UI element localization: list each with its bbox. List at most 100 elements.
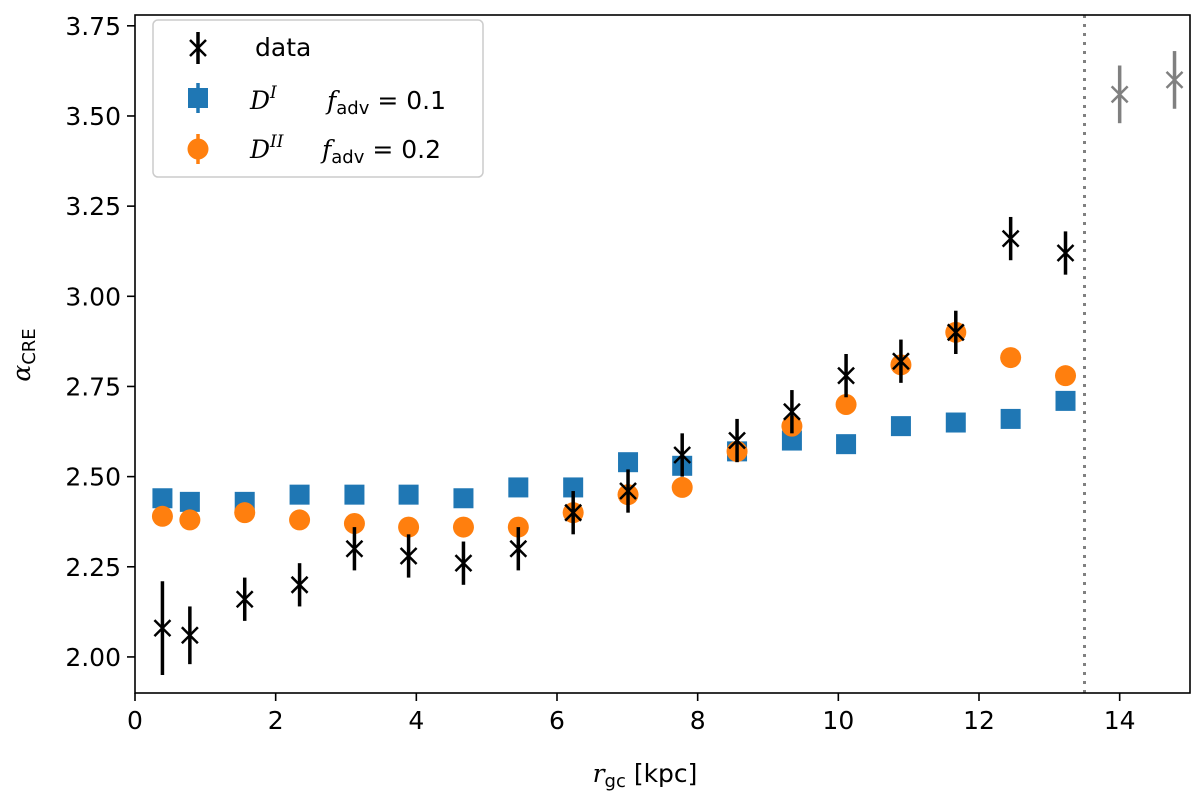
data-point-square (890, 416, 911, 437)
x-marker-stroke (1056, 244, 1075, 262)
y-tick-label: 3.25 (65, 192, 121, 221)
legend-entry-dii: DII fadv = 0.2 (187, 132, 441, 168)
x-marker-stroke (728, 431, 746, 450)
data-point-circle (289, 509, 311, 531)
data-point-x (837, 354, 855, 398)
x-marker-stroke (564, 503, 583, 522)
x-marker-stroke (1001, 229, 1020, 248)
x-marker-stroke (345, 539, 364, 558)
data-point-square (618, 452, 639, 473)
data-point-square (563, 477, 584, 498)
legend-entry-data: data (189, 32, 311, 64)
data-point-circle (151, 505, 173, 527)
data-point-square (344, 484, 365, 505)
data-point-x (180, 606, 199, 665)
x-tick-label: 6 (549, 706, 565, 735)
data-point-x (454, 541, 473, 585)
x-tick-label: 10 (822, 706, 854, 735)
legend-label-dii: DII fadv = 0.2 (249, 132, 441, 168)
data-point-circle (179, 509, 201, 531)
x-marker-stroke (189, 39, 207, 57)
legend-marker-circle (187, 134, 209, 164)
data-point-circle (1055, 365, 1077, 387)
x-tick-label: 12 (963, 706, 995, 735)
x-marker-stroke (1110, 85, 1129, 104)
axis-ticks: 0 2 4 6 8 10 12 14 2.00 2.25 2.50 2.75 3.00 3.25 3.50 3… (65, 12, 1135, 735)
x-marker-stroke (783, 402, 801, 421)
data-point-square (453, 488, 474, 509)
data-point-square (152, 488, 173, 509)
axes-frame (134, 14, 1191, 694)
data-point-square (398, 484, 419, 505)
data-point-circle (452, 516, 474, 538)
x-axis-label: rgc [kpc] (593, 759, 698, 792)
legend-marker-data-x (189, 32, 207, 64)
data-point-circle (671, 476, 693, 498)
x-marker-stroke (619, 482, 637, 500)
legend-label-data: data (255, 33, 311, 62)
legend-circle (187, 138, 209, 160)
data-point-x (153, 581, 172, 675)
y-tick-label: 2.50 (65, 463, 121, 492)
x-marker-stroke (290, 575, 309, 594)
legend-box (152, 19, 484, 178)
data-point-x (1110, 65, 1129, 124)
x-tick-label: 8 (690, 706, 706, 735)
x-marker-stroke (235, 590, 254, 609)
data-point-circle (1000, 347, 1022, 369)
data-point-square (179, 491, 200, 512)
y-axis-label: αCRE (7, 328, 40, 381)
data-point-square (836, 434, 857, 455)
y-tick-label: 3.00 (65, 282, 121, 311)
data-point-square (1055, 390, 1076, 411)
y-tick-label: 2.75 (65, 372, 121, 401)
y-tick-label: 2.25 (65, 553, 121, 582)
data-point-x (783, 390, 801, 434)
data-point-square (1000, 408, 1021, 429)
data-point-circle (234, 502, 256, 524)
data-point-x (892, 339, 910, 383)
data-point-square (289, 484, 310, 505)
x-tick-label: 2 (268, 706, 284, 735)
y-tick-label: 2.00 (65, 643, 121, 672)
data-point-x (345, 527, 364, 571)
x-marker-stroke (673, 446, 692, 464)
data-point-square (945, 412, 966, 433)
data-point-x (564, 491, 583, 535)
data-point-x (728, 418, 746, 463)
legend-label-di: DI fadv = 0.1 (249, 83, 446, 119)
data-point-circle (398, 516, 420, 538)
data-point-circle (835, 393, 857, 415)
data-point-square (781, 430, 802, 451)
legend: data DI fadv = 0.1 DII fadv = 0.2 (152, 19, 484, 178)
y-tick-label: 3.50 (65, 102, 121, 131)
data-point-x (290, 563, 309, 607)
legend-square (188, 88, 208, 108)
y-tick-label: 3.75 (65, 12, 121, 41)
data-point-x (1056, 231, 1075, 275)
data-point-x (235, 577, 254, 621)
legend-entry-di: DI fadv = 0.1 (188, 83, 446, 119)
data-point-x (399, 534, 418, 578)
data-point-x (509, 527, 528, 571)
x-marker-stroke (1165, 71, 1184, 89)
x-tick-label: 0 (127, 706, 143, 735)
data-point-circle (343, 513, 365, 534)
x-marker-stroke (892, 352, 910, 371)
x-tick-label: 4 (408, 706, 424, 735)
legend-marker-square (188, 83, 208, 113)
x-marker-stroke (153, 619, 172, 637)
data-point-x (946, 310, 965, 354)
x-marker-stroke (399, 547, 418, 565)
x-marker-stroke (837, 366, 855, 385)
data-marks (151, 15, 1184, 693)
data-point-x (619, 469, 637, 513)
data-point-square (508, 477, 529, 498)
x-marker-stroke (509, 539, 528, 558)
x-marker-stroke (946, 323, 965, 342)
data-point-x (673, 433, 692, 477)
x-marker-stroke (180, 626, 199, 645)
data-point-x (1001, 216, 1020, 261)
x-marker-stroke (454, 554, 473, 573)
